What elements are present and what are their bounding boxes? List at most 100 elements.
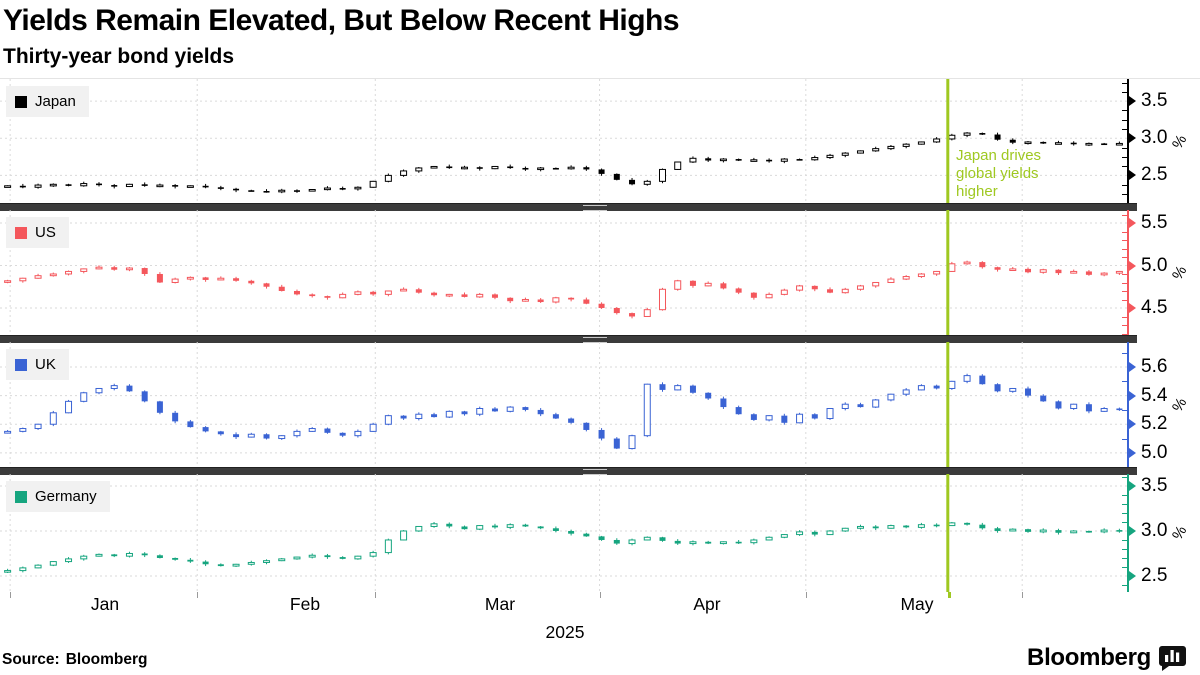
y-axis-tick-marker: [1129, 390, 1136, 401]
y-axis-minor-tick: [1122, 540, 1129, 541]
y-axis-minor-tick: [1122, 585, 1129, 586]
y-axis-minor-tick: [1122, 274, 1129, 275]
y-axis-tick-marker: [1129, 362, 1136, 372]
month-label: Feb: [289, 594, 321, 614]
percent-label: %: [1168, 262, 1191, 283]
drag-handle-icon[interactable]: [583, 469, 607, 475]
legend-germany[interactable]: Germany: [6, 481, 110, 512]
y-axis-tick-marker: [1129, 419, 1136, 430]
y-axis-minor-tick: [1122, 214, 1129, 216]
source-name: Bloomberg: [65, 651, 148, 668]
y-axis-minor-tick: [1122, 119, 1129, 121]
y-axis-japan[interactable]: % 2.5 3.0 3.5: [1122, 79, 1200, 205]
y-axis-tick-marker: [1129, 133, 1136, 144]
annotation-line: higher: [956, 183, 998, 200]
y-axis-tick-label: 3.5: [1141, 475, 1168, 496]
y-axis-tick-label: 5.5: [1141, 212, 1168, 233]
legend-label: Germany: [35, 488, 97, 505]
y-axis-minor-tick: [1122, 381, 1129, 383]
y-axis-tick-marker: [1129, 260, 1136, 271]
bloomberg-logo-text: Bloomberg: [1027, 644, 1151, 671]
y-axis-tick-label: 3.0: [1141, 520, 1168, 541]
page-subtitle: Thirty-year bond yields: [3, 45, 235, 68]
legend-japan[interactable]: Japan: [6, 86, 89, 117]
y-axis-tick-marker: [1129, 571, 1136, 581]
series-swatch-uk: [15, 358, 27, 371]
month-label: May: [900, 594, 934, 614]
y-axis-minor-tick: [1122, 91, 1129, 93]
drag-handle-icon[interactable]: [583, 337, 607, 343]
y-axis-minor-tick: [1122, 522, 1129, 523]
y-axis-minor-tick: [1122, 282, 1129, 284]
panel-japan: Japan Japan drives global yields higher …: [0, 78, 1200, 205]
month-tick: [197, 592, 198, 598]
month-tick: [375, 592, 376, 598]
series-swatch-japan: [15, 95, 27, 108]
annotation-line: Japan drives: [956, 147, 1042, 164]
y-axis-minor-tick: [1122, 316, 1129, 318]
x-axis-labels: Jan Feb Mar Apr May: [0, 594, 1200, 616]
y-axis-tick-label: 4.5: [1141, 297, 1168, 318]
x-axis-ticks: [0, 592, 1200, 599]
y-axis-minor-tick: [1122, 513, 1129, 514]
source-line: Source: Bloomberg: [2, 651, 154, 669]
annotation-japan-drives: Japan drives global yields higher: [956, 147, 1041, 201]
y-axis-tick-marker: [1129, 218, 1136, 228]
y-axis-minor-tick: [1122, 409, 1129, 411]
y-axis-minor-tick: [1122, 495, 1129, 496]
percent-label: %: [1168, 522, 1191, 544]
y-axis-minor-tick: [1122, 567, 1129, 568]
candlestick-plot-germany[interactable]: [0, 474, 1127, 592]
panel-separator[interactable]: [0, 203, 1137, 211]
panel-uk: UK % 5.0 5.2 5.4 5.6: [0, 342, 1200, 467]
y-axis-minor-tick: [1122, 477, 1129, 478]
y-axis-tick-label: 5.0: [1141, 441, 1168, 463]
legend-us[interactable]: US: [6, 217, 69, 248]
y-axis-tick-marker: [1129, 526, 1136, 536]
event-line-tick: [948, 592, 951, 598]
y-axis-minor-tick: [1122, 231, 1129, 233]
percent-label: %: [1168, 394, 1191, 415]
y-axis-minor-tick: [1122, 110, 1129, 112]
y-axis-tick-marker: [1129, 96, 1136, 107]
legend-label: Japan: [35, 93, 76, 110]
y-axis-minor-tick: [1122, 194, 1129, 195]
candlestick-plot-uk[interactable]: [0, 342, 1127, 467]
y-axis-minor-tick: [1122, 82, 1129, 84]
y-axis-tick-marker: [1129, 447, 1136, 458]
y-axis-tick-label: 3.0: [1141, 127, 1168, 149]
y-axis-minor-tick: [1122, 147, 1129, 149]
legend-label: UK: [35, 356, 56, 373]
month-tick: [806, 592, 807, 598]
y-axis-tick-marker: [1129, 303, 1136, 313]
month-label: Apr: [693, 594, 721, 614]
panel-separator[interactable]: [0, 335, 1137, 343]
percent-label: %: [1168, 131, 1191, 152]
candlestick-plot-japan[interactable]: [0, 79, 1127, 204]
x-axis-year: 2025: [545, 622, 585, 642]
month-tick: [600, 592, 601, 598]
legend-label: US: [35, 224, 56, 241]
y-axis-tick-label: 5.2: [1141, 413, 1168, 435]
y-axis-minor-tick: [1122, 333, 1129, 335]
source-label: Source:: [2, 651, 60, 668]
y-axis-minor-tick: [1122, 184, 1129, 186]
y-axis-tick-marker: [1129, 170, 1136, 181]
candlestick-plot-us[interactable]: [0, 210, 1127, 335]
y-axis-uk[interactable]: % 5.0 5.2 5.4 5.6: [1122, 342, 1200, 467]
y-axis-minor-tick: [1122, 325, 1129, 326]
y-axis-minor-tick: [1122, 166, 1129, 168]
legend-uk[interactable]: UK: [6, 349, 69, 380]
y-axis-minor-tick: [1122, 257, 1129, 258]
y-axis-minor-tick: [1122, 291, 1129, 292]
panel-germany: Germany % 2.5 3.0 3.5: [0, 474, 1200, 592]
panel-us: US % 4.5 5.0 5.5: [0, 210, 1200, 335]
drag-handle-icon[interactable]: [583, 205, 607, 211]
annotation-line: global yields: [956, 165, 1039, 182]
y-axis-germany[interactable]: % 2.5 3.0 3.5: [1122, 474, 1200, 592]
bloomberg-logo-icon: [1159, 645, 1186, 671]
panel-separator[interactable]: [0, 467, 1137, 475]
bloomberg-logo: Bloomberg: [1027, 644, 1186, 672]
y-axis-us[interactable]: % 4.5 5.0 5.5: [1122, 210, 1200, 335]
